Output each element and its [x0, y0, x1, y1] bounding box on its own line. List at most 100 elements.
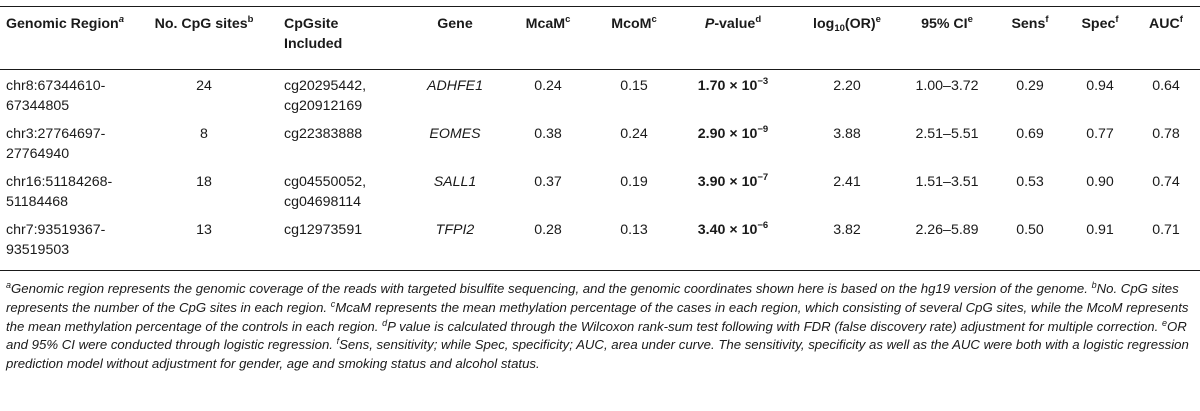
header-log-or: log10(OR)e: [798, 14, 896, 34]
row-1-pvalue-mantissa: 1.70 × 10: [697, 78, 758, 94]
row-2-cpg: cg22383888: [284, 124, 404, 144]
header-pvalue: P-valued: [678, 14, 788, 34]
footnote-e-text: OR and 95% CI were conducted through log…: [6, 318, 1187, 353]
row-3-pvalue-mantissa: 3.90 × 10: [697, 174, 758, 190]
header-mcom-text: McoM: [611, 16, 652, 32]
row-2-region: chr3:27764697- 27764940: [6, 124, 136, 164]
row-1-auc: 0.64: [1152, 78, 1180, 94]
header-sens-sup: f: [1045, 14, 1049, 25]
header-cpgsite-included-line2: Included: [284, 36, 343, 52]
header-genomic-region-text: Genomic Region: [6, 16, 119, 32]
row-4-pvalue-exponent: −6: [757, 220, 769, 231]
footnote-b-mark: b: [1091, 280, 1097, 290]
row-4-sens: 0.50: [1016, 222, 1044, 238]
row-4-ci: 2.26–5.89: [915, 222, 979, 238]
row-1-spec: 0.94: [1086, 78, 1114, 94]
footnote-a-mark: a: [6, 280, 12, 290]
row-2-sens: 0.69: [1016, 126, 1044, 142]
header-mcom-sup: c: [651, 14, 657, 25]
header-gene: Gene: [410, 14, 500, 34]
row-1-mcom: 0.15: [620, 78, 648, 94]
header-log-sup: e: [875, 14, 881, 25]
row-3-spec: 0.90: [1086, 174, 1114, 190]
footnote-e-mark: e: [1161, 317, 1167, 328]
header-log-pre: log: [813, 16, 835, 32]
row-3-cpg-line1: cg04550052,: [284, 174, 367, 190]
row-4-log-or: 3.82: [833, 222, 861, 238]
footnote-b-text: No. CpG sites represents the number of t…: [6, 281, 1179, 315]
header-pvalue-sup: d: [755, 14, 762, 25]
row-2-pvalue-exponent: −9: [757, 124, 769, 135]
row-4-spec: 0.91: [1086, 222, 1114, 238]
row-3-region-line2: 51184468: [6, 194, 69, 210]
header-log-post: (OR): [844, 16, 876, 32]
header-log-sub: 10: [834, 23, 845, 34]
footnote-a-text: Genomic region represents the genomic co…: [11, 281, 1088, 296]
row-2-region-line2: 27764940: [6, 146, 70, 162]
table-bottom-rule: [0, 270, 1200, 271]
row-1-sens: 0.29: [1016, 78, 1044, 94]
header-ci-sup: e: [967, 14, 973, 25]
row-4-mcam: 0.28: [534, 222, 562, 238]
row-4-auc: 0.71: [1152, 222, 1180, 238]
header-cpg-sites-text: No. CpG sites: [154, 16, 248, 32]
footnote-f-text: Sens, sensitivity; while Spec, specifici…: [6, 337, 1189, 372]
footnote-f-mark: f: [336, 336, 340, 347]
row-4-sites: 13: [196, 222, 212, 238]
row-4-region: chr7:93519367- 93519503: [6, 220, 136, 260]
row-3-log-or: 2.41: [833, 174, 861, 190]
header-pvalue-rest: -value: [714, 16, 756, 32]
footnote-c-mark: c: [330, 298, 336, 309]
header-pvalue-p: P: [704, 16, 715, 32]
header-spec: Specf: [1070, 14, 1130, 34]
row-3-pvalue-exponent: −7: [757, 172, 769, 183]
header-cpgsite-included: CpGsite Included: [284, 14, 404, 54]
row-3-gene: SALL1: [433, 174, 477, 190]
footnote-d-text: P value is calculated through the Wilcox…: [387, 318, 1159, 334]
row-1-mcam: 0.24: [534, 78, 562, 94]
header-spec-sup: f: [1115, 14, 1119, 25]
row-2-gene: EOMES: [429, 126, 481, 142]
row-4-mcom: 0.13: [620, 222, 648, 238]
header-sens-text: Sens: [1011, 16, 1046, 32]
header-genomic-region-sup: a: [118, 14, 125, 25]
row-2-sites: 8: [200, 126, 208, 142]
row-1-cpg-line2: cg20912169: [284, 98, 363, 114]
table-header-rule: [0, 69, 1200, 70]
row-3-sites: 18: [196, 174, 212, 190]
row-3-cpg-line2: cg04698114: [284, 194, 362, 210]
header-mcam-sup: c: [565, 14, 571, 25]
row-2-pvalue: 2.90 × 10−9: [678, 124, 788, 144]
row-1-region-line1: chr8:67344610-: [6, 78, 106, 94]
table-top-rule: [0, 6, 1200, 7]
row-2-ci: 2.51–5.51: [915, 126, 979, 142]
row-3-mcam: 0.37: [534, 174, 562, 190]
row-4-cpg-line1: cg12973591: [284, 222, 363, 238]
row-3-mcom: 0.19: [620, 174, 648, 190]
row-2-spec: 0.77: [1086, 126, 1114, 142]
row-1-pvalue-exponent: −3: [757, 76, 769, 87]
header-ci: 95% CIe: [902, 14, 992, 34]
row-4-pvalue: 3.40 × 10−6: [678, 220, 788, 240]
row-1-pvalue: 1.70 × 10−3: [678, 76, 788, 96]
row-1-ci: 1.00–3.72: [915, 78, 979, 94]
row-3-pvalue: 3.90 × 10−7: [678, 172, 788, 192]
row-2-region-line1: chr3:27764697-: [6, 126, 106, 142]
header-spec-text: Spec: [1081, 16, 1116, 32]
row-3-ci: 1.51–3.51: [915, 174, 979, 190]
header-auc: AUCf: [1134, 14, 1198, 34]
row-1-region-line2: 67344805: [6, 98, 70, 114]
row-3-region-line1: chr16:51184268-: [6, 174, 113, 190]
header-cpg-sites: No. CpG sitesb: [140, 14, 268, 34]
header-gene-text: Gene: [437, 16, 473, 32]
row-4-gene: TFPI2: [435, 222, 475, 238]
row-3-region: chr16:51184268- 51184468: [6, 172, 136, 212]
row-4-region-line2: 93519503: [6, 242, 70, 258]
row-2-mcom: 0.24: [620, 126, 648, 142]
header-mcam-text: McaM: [525, 16, 566, 32]
row-3-cpg: cg04550052, cg04698114: [284, 172, 404, 212]
row-1-log-or: 2.20: [833, 78, 861, 94]
row-1-sites: 24: [196, 78, 212, 94]
row-2-log-or: 3.88: [833, 126, 861, 142]
